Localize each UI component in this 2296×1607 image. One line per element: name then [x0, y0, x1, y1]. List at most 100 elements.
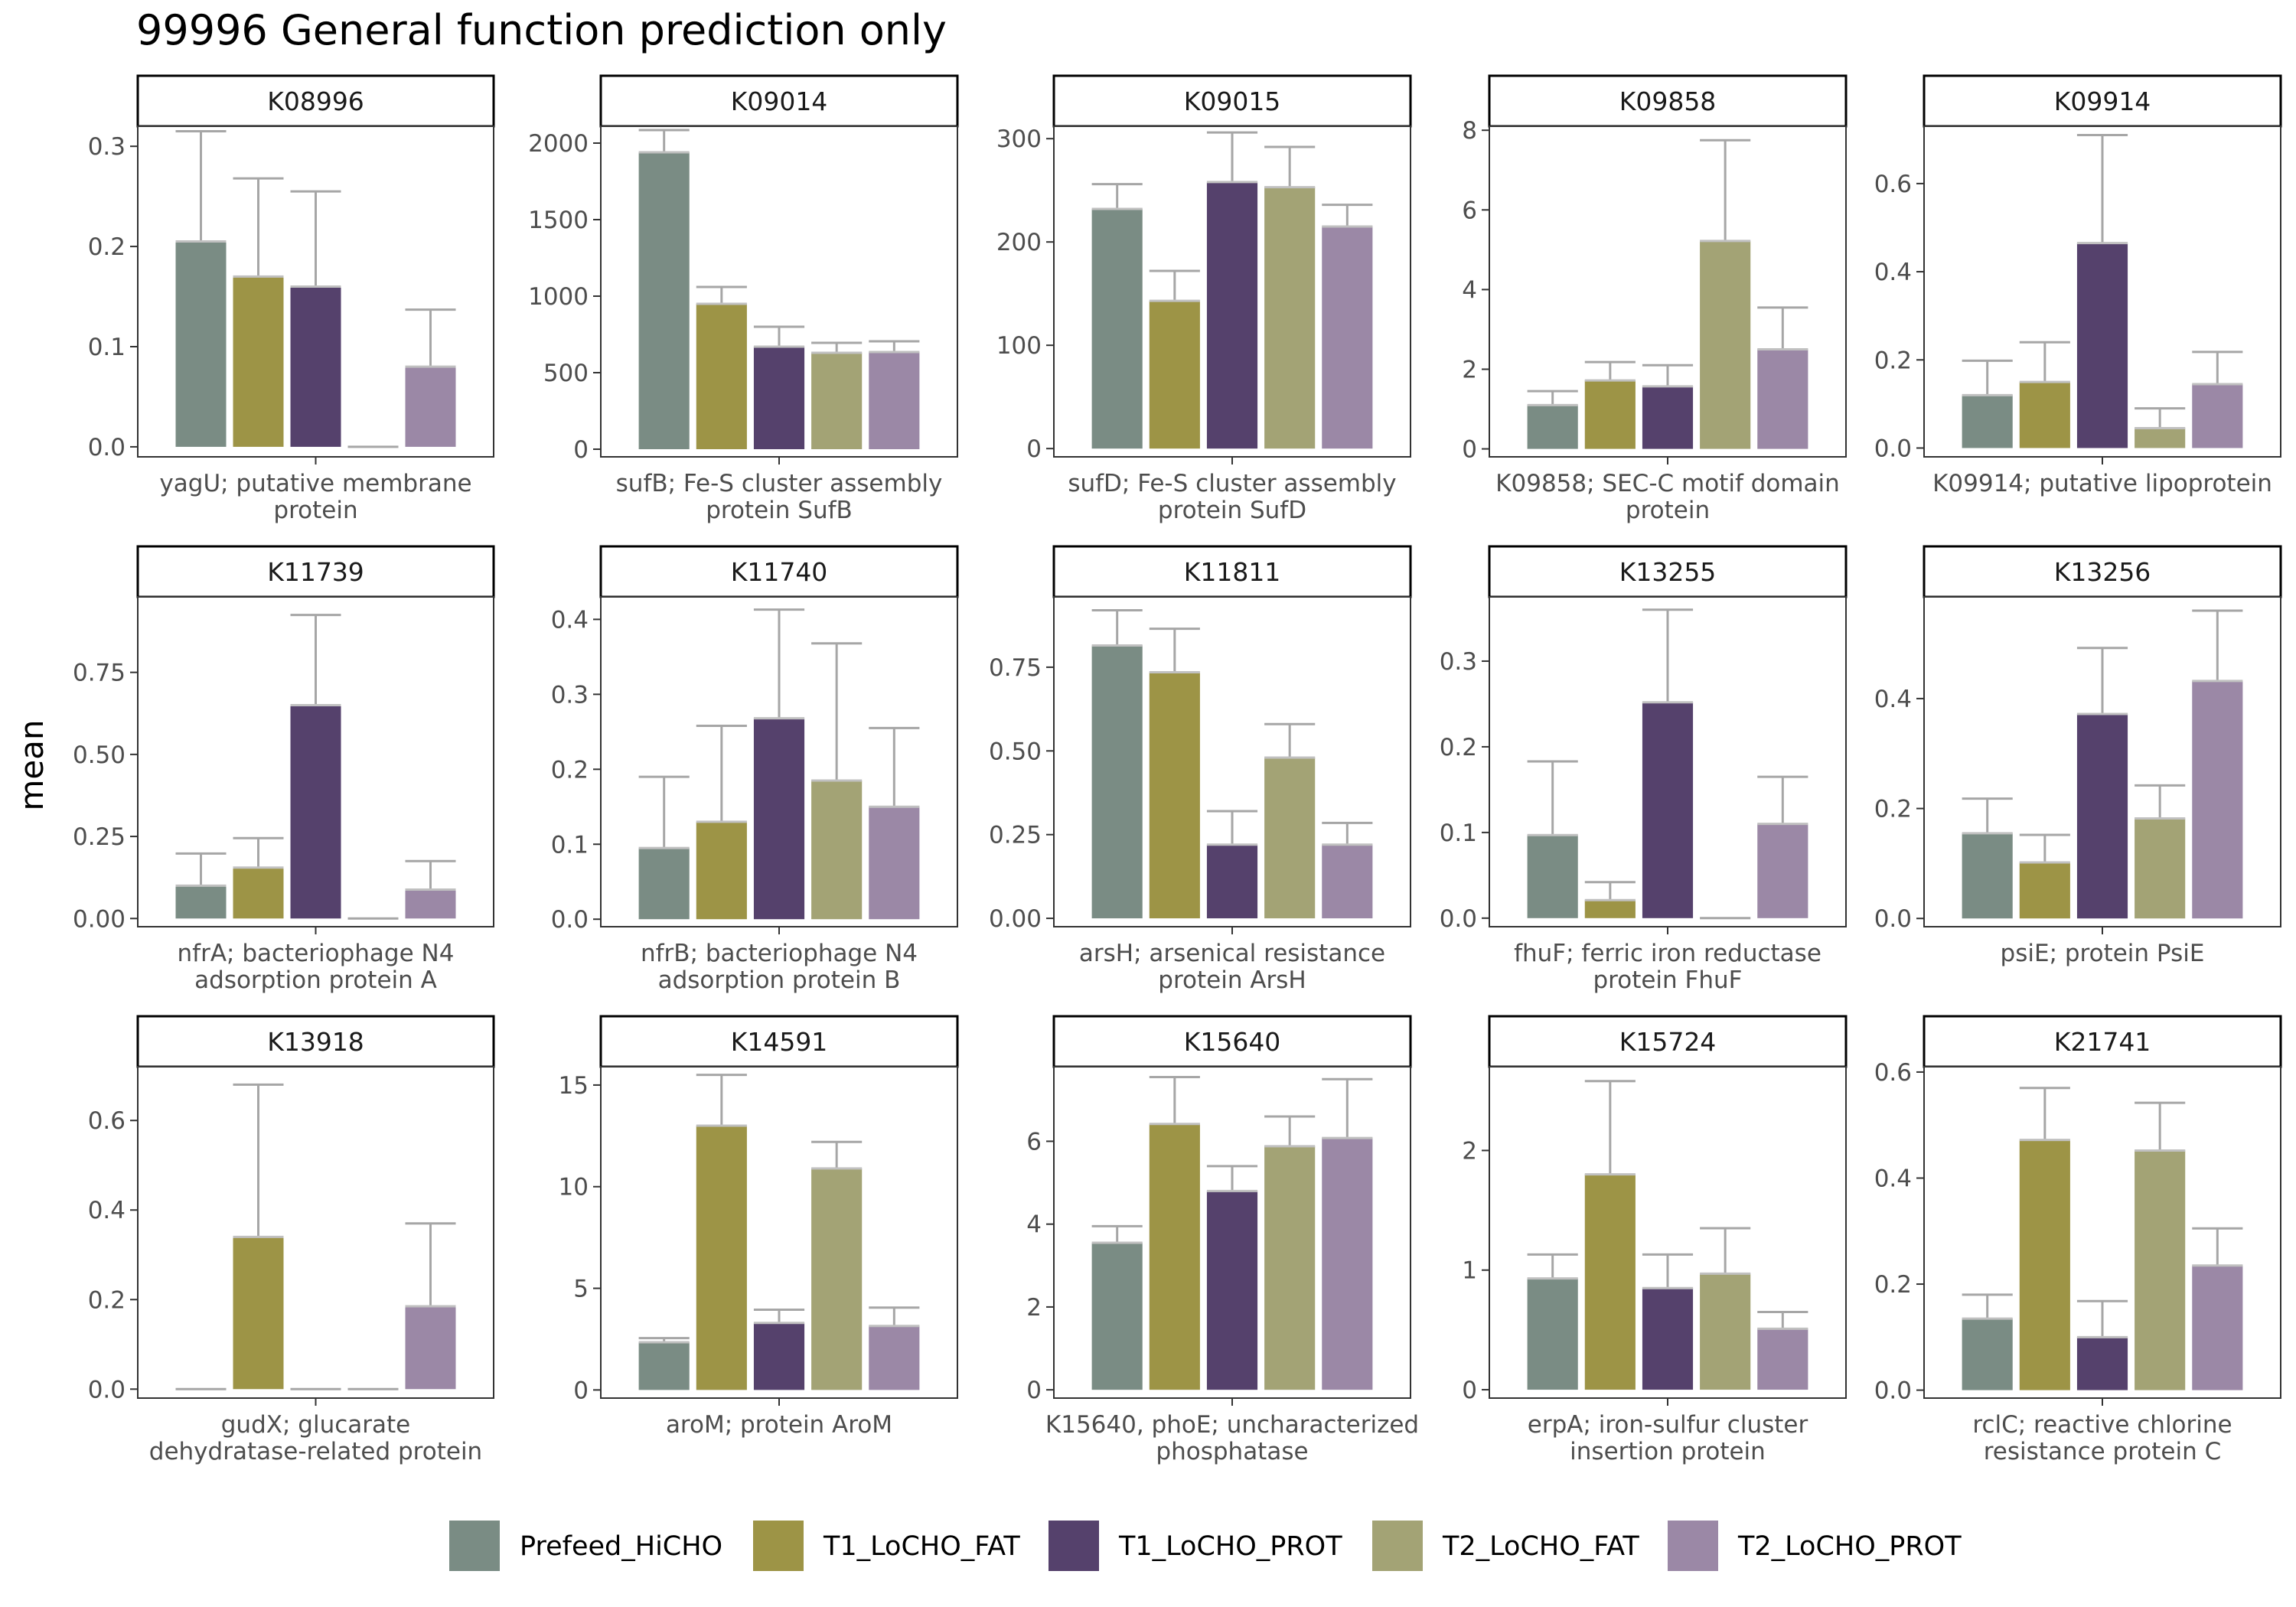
- panel-strip-label: K09015: [1184, 86, 1281, 116]
- panel-K11811: K11811 0.00 0.25 0.50 0.75 arsH; arsenical re…: [989, 545, 1412, 994]
- bar: [1962, 395, 2013, 448]
- bar: [869, 1325, 920, 1390]
- y-tick-label: 0.75: [73, 660, 126, 687]
- bar: [2019, 382, 2070, 448]
- legend-swatch: [1668, 1521, 1718, 1571]
- y-tick-label: 0.6: [88, 1107, 126, 1135]
- bar: [869, 807, 920, 920]
- x-tick-label: erpA; iron-sulfur cluster: [1528, 1411, 1808, 1439]
- panel-K14591: K14591 0 5 10 15 aroM; protein AroM: [559, 1015, 959, 1439]
- y-tick-label: 1500: [528, 207, 589, 234]
- y-tick-label: 2: [1462, 356, 1477, 383]
- y-tick-label: 0.00: [989, 905, 1042, 933]
- y-tick-label: 0.6: [1874, 171, 1912, 198]
- bar: [233, 867, 284, 919]
- bar: [2192, 383, 2243, 448]
- bar: [1206, 1191, 1258, 1390]
- y-tick-label: 0.25: [989, 822, 1042, 849]
- bar: [1700, 1273, 1751, 1390]
- bar: [1264, 1146, 1316, 1390]
- x-tick-label: phosphatase: [1156, 1438, 1308, 1465]
- y-tick-label: 4: [1026, 1211, 1042, 1239]
- x-tick-label: gudX; glucarate: [221, 1411, 411, 1439]
- y-tick-label: 300: [996, 125, 1042, 153]
- legend: Prefeed_HiCHO T1_LoCHO_FAT T1_LoCHO_PROT T2…: [449, 1521, 1962, 1571]
- bar: [1091, 645, 1143, 919]
- y-tick-label: 0.2: [1874, 347, 1912, 374]
- y-tick-label: 0: [1026, 1377, 1042, 1404]
- panel-strip-label: K13918: [267, 1027, 364, 1057]
- panel-strip-label: K15640: [1184, 1027, 1281, 1057]
- bar: [1322, 1138, 1373, 1390]
- bar: [869, 352, 920, 449]
- x-tick-label: nfrB; bacteriophage N4: [641, 940, 918, 967]
- x-tick-label: K09858; SEC-C motif domain: [1495, 470, 1840, 497]
- panel-strip-label: K09914: [2054, 86, 2151, 116]
- bar: [1149, 301, 1200, 449]
- panel-K21741: K21741 0.0 0.2 0.4 0.6 rclC; reactive chlorin…: [1874, 1015, 2282, 1465]
- x-tick-label: adsorption protein B: [658, 966, 901, 994]
- panel-strip: [1488, 1015, 1848, 1068]
- bar: [1757, 823, 1808, 918]
- panel-strip: [1923, 545, 2282, 598]
- x-tick-label: adsorption protein A: [194, 966, 437, 994]
- bar: [1757, 349, 1808, 449]
- legend-label: T1_LoCHO_FAT: [823, 1531, 1020, 1562]
- y-tick-label: 0.3: [551, 681, 589, 709]
- y-tick-label: 0.0: [1874, 435, 1912, 462]
- panel-strip: [1488, 545, 1848, 598]
- y-tick-label: 0.2: [1874, 796, 1912, 823]
- panel-strip-label: K13255: [1619, 557, 1717, 587]
- y-tick-label: 0.50: [73, 742, 126, 769]
- y-tick-label: 100: [996, 332, 1042, 360]
- x-tick-label: protein SufB: [706, 497, 853, 524]
- bar: [2019, 862, 2070, 919]
- y-tick-label: 5: [573, 1276, 589, 1303]
- bar: [1527, 405, 1578, 449]
- panel-strip: [1488, 74, 1848, 128]
- y-tick-label: 0.1: [1440, 820, 1477, 847]
- bar: [1527, 835, 1578, 918]
- chart-title: 99996 General function prediction only: [136, 6, 947, 54]
- panel-K15640: K15640 0 2 4 6 K15640, phoE; uncharacterizedp…: [1026, 1015, 1419, 1465]
- bar: [1206, 181, 1258, 449]
- y-tick-label: 0.0: [1874, 905, 1912, 933]
- x-tick-label: sufD; Fe-S cluster assembly: [1068, 470, 1396, 497]
- bar: [2135, 428, 2186, 448]
- legend-swatch: [753, 1521, 804, 1571]
- bar: [1149, 1123, 1200, 1390]
- y-tick-label: 500: [543, 360, 589, 387]
- bar: [696, 304, 747, 449]
- x-tick-label: protein: [1626, 497, 1710, 524]
- bar: [753, 718, 805, 920]
- panel-K09015: K09015 0 100 200 300 sufD; Fe-S cluster assem…: [996, 74, 1412, 524]
- bar: [233, 276, 284, 447]
- panel-K09914: K09914 0.0 0.2 0.4 0.6 K09914; putative lipop…: [1874, 74, 2282, 497]
- y-tick-label: 1: [1462, 1257, 1477, 1285]
- legend-swatch: [449, 1521, 500, 1571]
- bar: [2192, 1265, 2243, 1390]
- bar: [2076, 243, 2128, 448]
- bar: [638, 152, 690, 449]
- panel-K11740: K11740 0.0 0.1 0.2 0.3 0.4 nfrB; bacteriophage…: [551, 545, 959, 994]
- x-tick-label: resistance protein C: [1984, 1438, 2222, 1465]
- bar: [290, 286, 341, 447]
- y-tick-label: 0.0: [551, 906, 589, 934]
- bar: [1962, 1319, 2013, 1390]
- bar: [811, 353, 863, 449]
- y-tick-label: 2000: [528, 130, 589, 158]
- y-tick-label: 0.2: [88, 1286, 126, 1314]
- y-tick-label: 0.0: [88, 1376, 126, 1403]
- x-tick-label: yagU; putative membrane: [159, 470, 471, 497]
- y-tick-label: 0: [1462, 1377, 1477, 1404]
- bar: [2076, 714, 2128, 919]
- y-tick-label: 0: [573, 1377, 589, 1404]
- bar: [1584, 380, 1636, 449]
- panel-K13256: K13256 0.0 0.2 0.4 psiE; protein PsiE: [1874, 545, 2282, 967]
- legend-label: T1_LoCHO_PROT: [1118, 1531, 1342, 1562]
- y-tick-label: 15: [559, 1072, 589, 1100]
- panel-strip-label: K08996: [267, 86, 364, 116]
- bar: [1322, 226, 1373, 449]
- y-tick-label: 0.0: [88, 434, 126, 461]
